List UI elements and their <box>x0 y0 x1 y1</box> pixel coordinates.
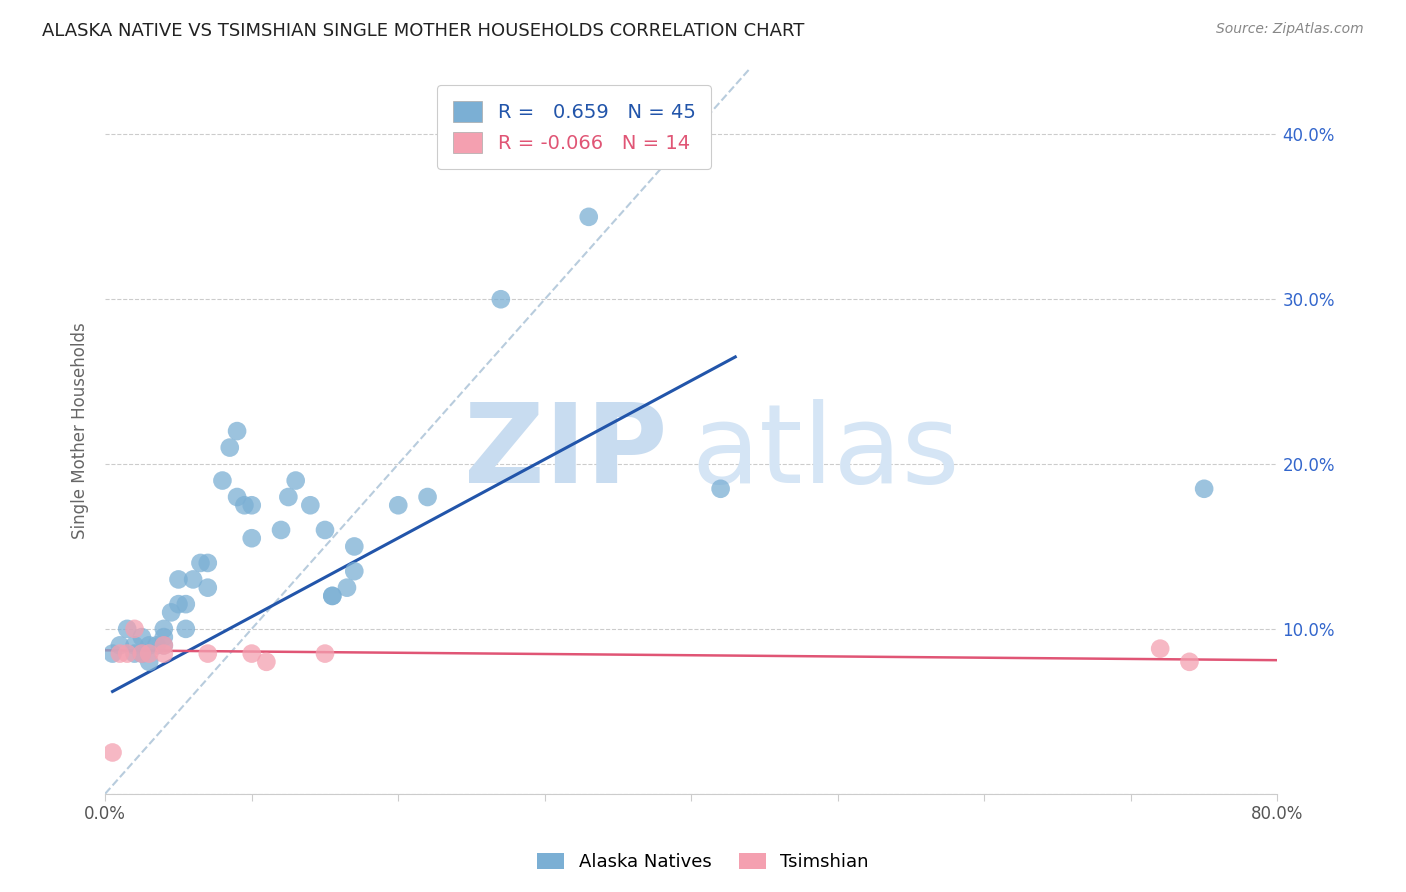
Point <box>277 490 299 504</box>
Point <box>314 647 336 661</box>
Point <box>416 490 439 504</box>
Point <box>145 638 167 652</box>
Point <box>240 531 263 545</box>
Point <box>321 589 343 603</box>
Point <box>153 630 176 644</box>
Point <box>174 622 197 636</box>
Point <box>226 490 249 504</box>
Text: Source: ZipAtlas.com: Source: ZipAtlas.com <box>1216 22 1364 37</box>
Point <box>1149 641 1171 656</box>
Point <box>115 647 138 661</box>
Point <box>138 647 160 661</box>
Point <box>124 622 146 636</box>
Point <box>197 556 219 570</box>
Text: atlas: atlas <box>692 400 960 507</box>
Point <box>167 573 190 587</box>
Point <box>299 498 322 512</box>
Point <box>124 638 146 652</box>
Point <box>174 597 197 611</box>
Point <box>240 647 263 661</box>
Point <box>197 581 219 595</box>
Text: ALASKA NATIVE VS TSIMSHIAN SINGLE MOTHER HOUSEHOLDS CORRELATION CHART: ALASKA NATIVE VS TSIMSHIAN SINGLE MOTHER… <box>42 22 804 40</box>
Legend: Alaska Natives, Tsimshian: Alaska Natives, Tsimshian <box>530 846 876 879</box>
Point <box>190 556 212 570</box>
Point <box>167 597 190 611</box>
Point <box>233 498 256 512</box>
Point <box>254 655 277 669</box>
Point <box>211 474 233 488</box>
Point <box>226 424 249 438</box>
Point <box>181 573 204 587</box>
Point <box>343 564 366 578</box>
Point <box>160 606 183 620</box>
Point <box>240 498 263 512</box>
Point <box>124 647 146 661</box>
Legend: R =   0.659   N = 45, R = -0.066   N = 14: R = 0.659 N = 45, R = -0.066 N = 14 <box>437 86 711 169</box>
Point <box>343 540 366 554</box>
Point <box>197 647 219 661</box>
Point <box>108 647 131 661</box>
Point <box>387 498 409 512</box>
Point <box>336 581 359 595</box>
Text: ZIP: ZIP <box>464 400 668 507</box>
Point <box>270 523 292 537</box>
Point <box>153 638 176 652</box>
Point <box>131 647 153 661</box>
Point <box>138 638 160 652</box>
Point <box>314 523 336 537</box>
Point <box>115 622 138 636</box>
Point <box>489 292 512 306</box>
Point <box>1178 655 1201 669</box>
Point <box>284 474 307 488</box>
Point <box>218 441 240 455</box>
Point <box>131 647 153 661</box>
Point <box>578 210 600 224</box>
Point <box>101 746 124 760</box>
Point <box>710 482 733 496</box>
Y-axis label: Single Mother Households: Single Mother Households <box>72 323 89 540</box>
Point <box>153 638 176 652</box>
Point <box>108 638 131 652</box>
Point <box>1192 482 1215 496</box>
Point <box>138 655 160 669</box>
Point <box>101 647 124 661</box>
Point <box>321 589 343 603</box>
Point <box>131 630 153 644</box>
Point <box>153 622 176 636</box>
Point <box>153 647 176 661</box>
